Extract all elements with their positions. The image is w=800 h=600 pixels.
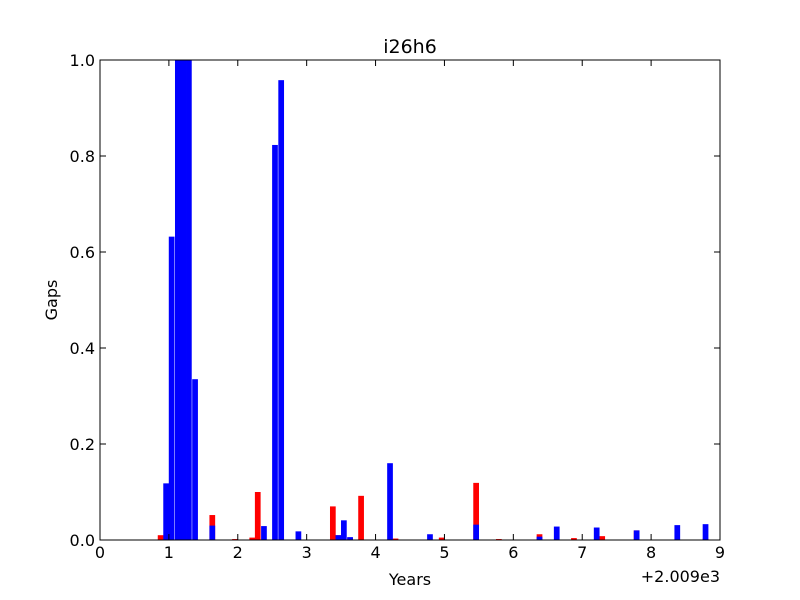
- tick-labels-group: 0 1 2 3 4 5 6 7 8 9 0.0 0.2 0.4 0.6 0.8 1.0: [70, 51, 726, 562]
- bar-series-2-23: [702, 524, 709, 540]
- bar-series-1-12: [473, 482, 479, 540]
- x-tick-label: 4: [370, 543, 380, 562]
- y-axis-label: Gaps: [42, 280, 61, 321]
- bar-series-2-14: [347, 537, 353, 540]
- bar-series-1-16: [599, 536, 606, 540]
- bar-series-2-19: [553, 526, 560, 540]
- bar-series-1-5: [254, 492, 261, 540]
- y-tick-label: 0.2: [70, 435, 95, 454]
- x-axis-offset-label: +2.009e3: [641, 567, 720, 586]
- x-axis-label: Years: [388, 570, 431, 589]
- bar-series-1-6: [329, 506, 336, 540]
- bar-series-2-15: [387, 463, 393, 540]
- x-tick-label: 0: [95, 543, 105, 562]
- x-tick-label: 2: [233, 543, 243, 562]
- bar-series-2-10: [278, 80, 285, 540]
- bar-series-1-10: [392, 538, 399, 540]
- bar-series-2-5: [186, 60, 192, 540]
- plot-frame: [99, 59, 721, 541]
- bar-series-1-15: [571, 538, 577, 540]
- bar-series-2-8: [261, 526, 267, 540]
- bars-group: [157, 60, 709, 540]
- x-tick-label: 8: [646, 543, 656, 562]
- bar-series-2-11: [295, 531, 302, 540]
- x-tick-label: 9: [715, 543, 725, 562]
- bar-series-2-18: [536, 536, 543, 540]
- x-tick-label: 3: [302, 543, 312, 562]
- bar-series-2-21: [633, 530, 640, 540]
- bar-series-2-12: [335, 535, 342, 540]
- bar-series-2-2: [168, 236, 175, 540]
- y-tick-label: 0.0: [70, 531, 95, 550]
- x-tick-label: 6: [508, 543, 518, 562]
- bar-series-1-4: [249, 537, 256, 540]
- bar-series-2-22: [674, 525, 681, 540]
- y-tick-label: 0.8: [70, 147, 95, 166]
- x-tick-label: 7: [577, 543, 587, 562]
- x-tick-label: 1: [164, 543, 174, 562]
- bar-series-2-9: [272, 144, 278, 540]
- bar-series-1-1: [157, 535, 164, 540]
- bar-series-2-16: [427, 534, 433, 540]
- bar-series-2-4: [180, 60, 187, 540]
- bar-series-2-6: [192, 379, 198, 540]
- bar-series-2-20: [593, 527, 600, 540]
- bar-series-2-3: [174, 60, 181, 540]
- bar-series-1-9: [358, 495, 364, 540]
- bar-series-2-1: [163, 483, 169, 540]
- y-tick-label: 1.0: [70, 51, 95, 70]
- bar-series-1-11: [438, 537, 445, 540]
- bar-series-2-17: [473, 524, 479, 540]
- x-tick-label: 5: [439, 543, 449, 562]
- y-tick-label: 0.6: [70, 243, 95, 262]
- bar-series-2-7: [209, 525, 216, 540]
- bar-series-2-13: [341, 520, 347, 540]
- y-tick-label: 0.4: [70, 339, 95, 358]
- chart-title: i26h6: [383, 36, 437, 58]
